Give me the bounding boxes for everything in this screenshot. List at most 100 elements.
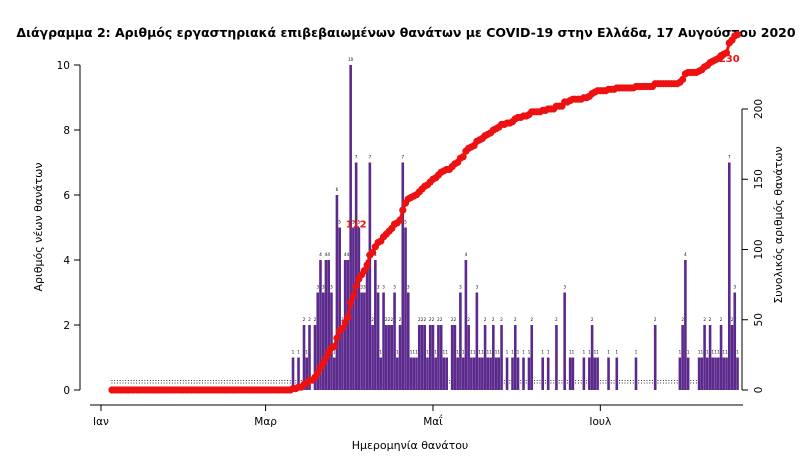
cumulative-point: [319, 359, 327, 367]
bar: [395, 357, 399, 390]
y-left-ticks: 0 2 4 6 8 10: [57, 60, 80, 397]
bar: [297, 357, 300, 390]
bar-label: 3: [330, 285, 333, 290]
baseline-dot: [229, 382, 231, 384]
x-axis-label: Ημερομηνία θανάτου: [352, 439, 469, 452]
baseline-dot: [533, 382, 535, 384]
cumulative-point: [363, 261, 371, 269]
baseline-dot: [256, 380, 258, 381]
bar: [530, 325, 534, 390]
y-right-tick-label: 150: [753, 169, 765, 189]
bar-label: 1: [679, 350, 682, 355]
bar: [379, 357, 383, 390]
bar: [615, 357, 619, 390]
bar-label: 3: [459, 285, 462, 290]
bar: [470, 357, 473, 390]
bar: [385, 325, 388, 390]
baseline-dot: [660, 380, 662, 381]
baseline-dot: [144, 382, 146, 384]
baseline-dot: [613, 382, 615, 384]
baseline-dot: [651, 380, 653, 381]
baseline-dot: [630, 382, 632, 384]
baseline-dot: [262, 382, 264, 384]
baseline-dot: [204, 380, 206, 381]
baseline-dot: [662, 382, 664, 384]
bar-label: 2: [385, 317, 388, 322]
baseline-dot: [207, 380, 209, 381]
baseline-dot: [558, 380, 560, 381]
bar-label: 1: [714, 350, 717, 355]
baseline-dot: [158, 380, 160, 381]
baseline-dot: [229, 380, 231, 381]
baseline-dot: [624, 380, 626, 381]
baseline-dot: [561, 382, 563, 384]
baseline-dot: [232, 382, 234, 384]
baseline-dot: [566, 380, 568, 381]
baseline-dot: [245, 382, 247, 384]
bar-label: 7: [402, 155, 405, 160]
baseline-dot: [174, 382, 176, 384]
baseline-dot: [643, 382, 645, 384]
baseline-dot: [141, 382, 143, 384]
baseline-dot: [171, 380, 173, 381]
baseline-dot: [232, 380, 234, 381]
baseline-dot: [539, 380, 541, 381]
bar-label: 1: [541, 350, 544, 355]
baseline-dot: [632, 382, 634, 384]
bar-label: 1: [434, 350, 437, 355]
baseline-dot: [114, 382, 116, 384]
y-left-tick-label: 0: [63, 385, 70, 397]
x-tick-label: Ιαν: [93, 416, 109, 428]
baseline-dot: [695, 380, 697, 381]
baseline-dot: [577, 382, 579, 384]
bar-label: 5: [358, 220, 361, 225]
y-right-axis-label: Συνολικός αριθμός θανάτων: [772, 146, 785, 303]
baseline-dot: [657, 382, 659, 384]
bar-label: 2: [437, 317, 440, 322]
baseline-dot: [289, 382, 291, 384]
baseline-dot: [199, 382, 201, 384]
baseline-dot: [640, 382, 642, 384]
baseline-dot: [558, 382, 560, 384]
bar-label: 2: [731, 317, 734, 322]
baseline-dot: [245, 380, 247, 381]
bar-label: 1: [292, 350, 295, 355]
bar-label: 2: [591, 317, 594, 322]
baseline-dot: [218, 380, 220, 381]
bar: [404, 227, 407, 390]
baseline-dot: [676, 380, 678, 381]
bar-label: 4: [344, 252, 347, 257]
baseline-dot: [638, 382, 640, 384]
baseline-dot: [265, 382, 267, 384]
baseline-dot: [575, 380, 577, 381]
bar: [363, 292, 366, 390]
baseline-dot: [193, 382, 195, 384]
baseline-dot: [580, 380, 582, 381]
bar: [360, 292, 363, 390]
baseline-dot: [177, 382, 179, 384]
baseline-dot: [553, 382, 555, 384]
bar: [607, 357, 610, 390]
baseline-dot: [671, 380, 673, 381]
baseline-dot: [133, 382, 135, 384]
baseline-dot: [136, 382, 138, 384]
baseline-dot: [163, 380, 165, 381]
baseline-dot: [649, 380, 651, 381]
y-left-tick-label: 6: [63, 190, 70, 202]
bar-label: 1: [498, 350, 501, 355]
bar: [478, 357, 481, 390]
baseline-dot: [643, 380, 645, 381]
bar: [590, 325, 594, 390]
baseline-dot: [188, 380, 190, 381]
baseline-dot: [169, 380, 171, 381]
baseline-dot: [273, 382, 275, 384]
bar: [483, 325, 487, 390]
bar-label: 2: [451, 317, 454, 322]
baseline-dot: [525, 380, 527, 381]
bar: [703, 325, 706, 390]
cumulative-point: [341, 318, 349, 327]
baseline-dot: [273, 380, 275, 381]
baseline-dot: [550, 380, 552, 381]
baseline-dot: [207, 382, 209, 384]
baseline-dot: [662, 380, 664, 381]
